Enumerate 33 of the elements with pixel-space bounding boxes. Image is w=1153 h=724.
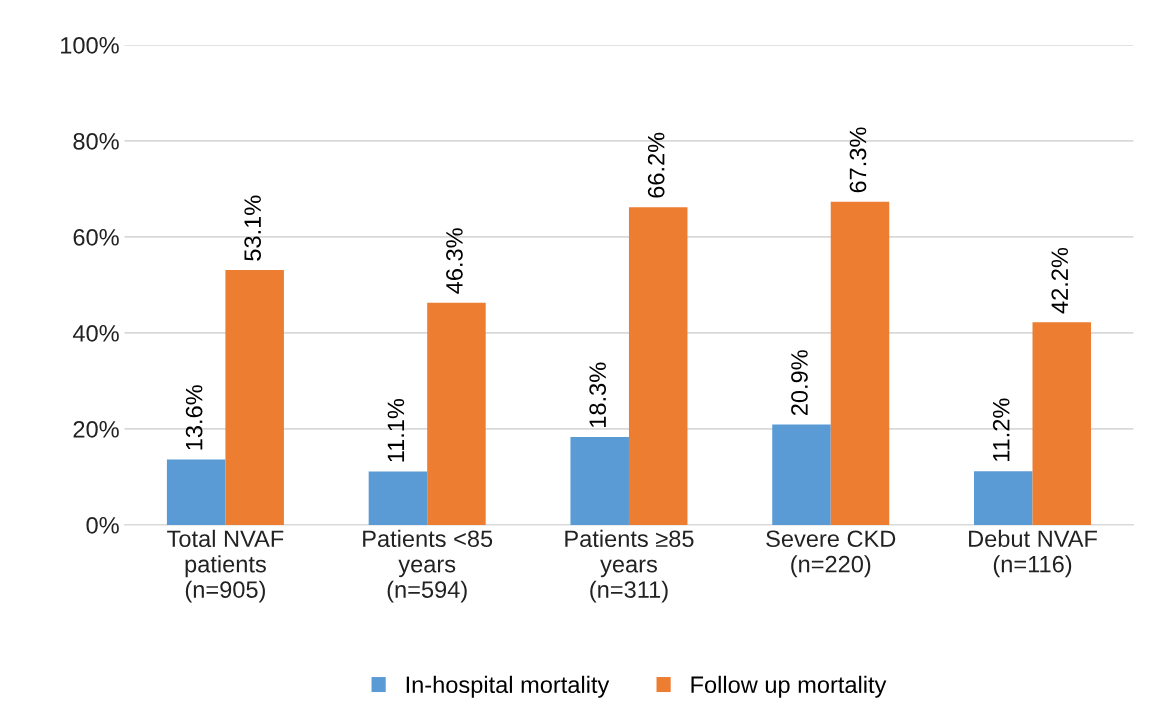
data-label: 11.1% xyxy=(387,398,405,462)
x-tick-label: Total NVAF patients (n=905) xyxy=(167,529,284,603)
y-tick-label: 100% xyxy=(61,36,119,54)
x-tick-label: Debut NVAF (n=116) xyxy=(969,529,1097,578)
data-label: 66.2% xyxy=(647,132,665,198)
data-label: 46.3% xyxy=(446,228,463,294)
data-label: 42.2% xyxy=(1051,247,1069,314)
data-label: 53.1% xyxy=(244,195,262,261)
data-label: 13.6% xyxy=(185,385,203,450)
bar xyxy=(570,437,629,525)
data-label: 67.3% xyxy=(849,127,867,193)
y-tick-label: 0% xyxy=(86,516,119,534)
x-tick-label: Severe CKD (n=220) xyxy=(766,530,896,578)
data-label: 11.2% xyxy=(992,398,1010,461)
legend-label: Follow up mortality xyxy=(691,675,887,698)
bar xyxy=(772,424,831,525)
data-label: 18.3% xyxy=(589,362,607,427)
y-tick-label: 60% xyxy=(73,228,119,246)
bar xyxy=(368,471,428,525)
y-tick-label: 40% xyxy=(72,324,119,342)
bar xyxy=(1032,322,1092,525)
bar xyxy=(628,207,688,525)
bar xyxy=(427,302,486,525)
bar xyxy=(830,201,890,525)
bar xyxy=(166,459,226,525)
bar xyxy=(225,270,284,525)
data-label: 20.9% xyxy=(791,350,808,416)
bar xyxy=(974,471,1033,525)
x-tick-label: Patients <85 years (n=594) xyxy=(363,529,493,603)
x-tick-label: Patients ≥85 years (n=311) xyxy=(565,529,694,603)
y-tick-label: 80% xyxy=(73,132,119,150)
legend-label: In-hospital mortality xyxy=(406,675,610,698)
y-tick-label: 20% xyxy=(73,420,119,438)
